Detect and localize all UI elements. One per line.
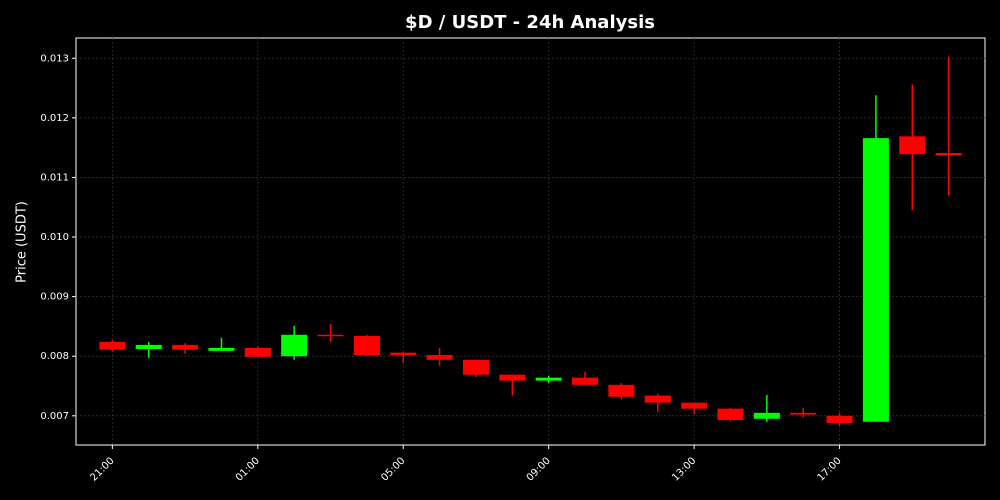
- candle-body: [572, 377, 599, 385]
- candle-body: [826, 415, 853, 423]
- candle-body: [681, 402, 708, 409]
- candle-body: [862, 138, 889, 422]
- candle-body: [608, 384, 635, 397]
- candle-body: [899, 136, 926, 155]
- y-tick-label: 0.008: [40, 351, 69, 362]
- candle-body: [353, 335, 380, 356]
- plot-frame: [75, 37, 986, 446]
- y-tick-label: 0.013: [40, 53, 69, 64]
- candle-body: [499, 374, 526, 381]
- y-tick-label: 0.009: [40, 292, 69, 303]
- y-tick-label: 0.012: [40, 113, 69, 124]
- y-tick-label: 0.007: [40, 411, 69, 422]
- candle-body: [390, 352, 417, 356]
- y-tick-label: 0.011: [40, 172, 69, 183]
- candle-body: [790, 412, 817, 415]
- candle-body: [172, 344, 199, 350]
- candle-body: [753, 412, 780, 419]
- candle-body: [717, 408, 744, 420]
- candle-body: [535, 377, 562, 381]
- candle-body: [244, 347, 271, 357]
- candle-body: [462, 359, 489, 375]
- candle-body: [426, 355, 453, 360]
- y-axis-label: Price (USDT): [15, 201, 30, 283]
- candle-body: [317, 334, 344, 337]
- y-tick-label: 0.010: [40, 232, 69, 243]
- candle-body: [935, 153, 962, 156]
- candle-body: [135, 344, 162, 350]
- candle-body: [281, 334, 308, 357]
- candle-body: [99, 341, 126, 350]
- candle-body: [644, 395, 671, 403]
- candle-body: [208, 347, 235, 351]
- chart-title: $D / USDT - 24h Analysis: [405, 12, 655, 33]
